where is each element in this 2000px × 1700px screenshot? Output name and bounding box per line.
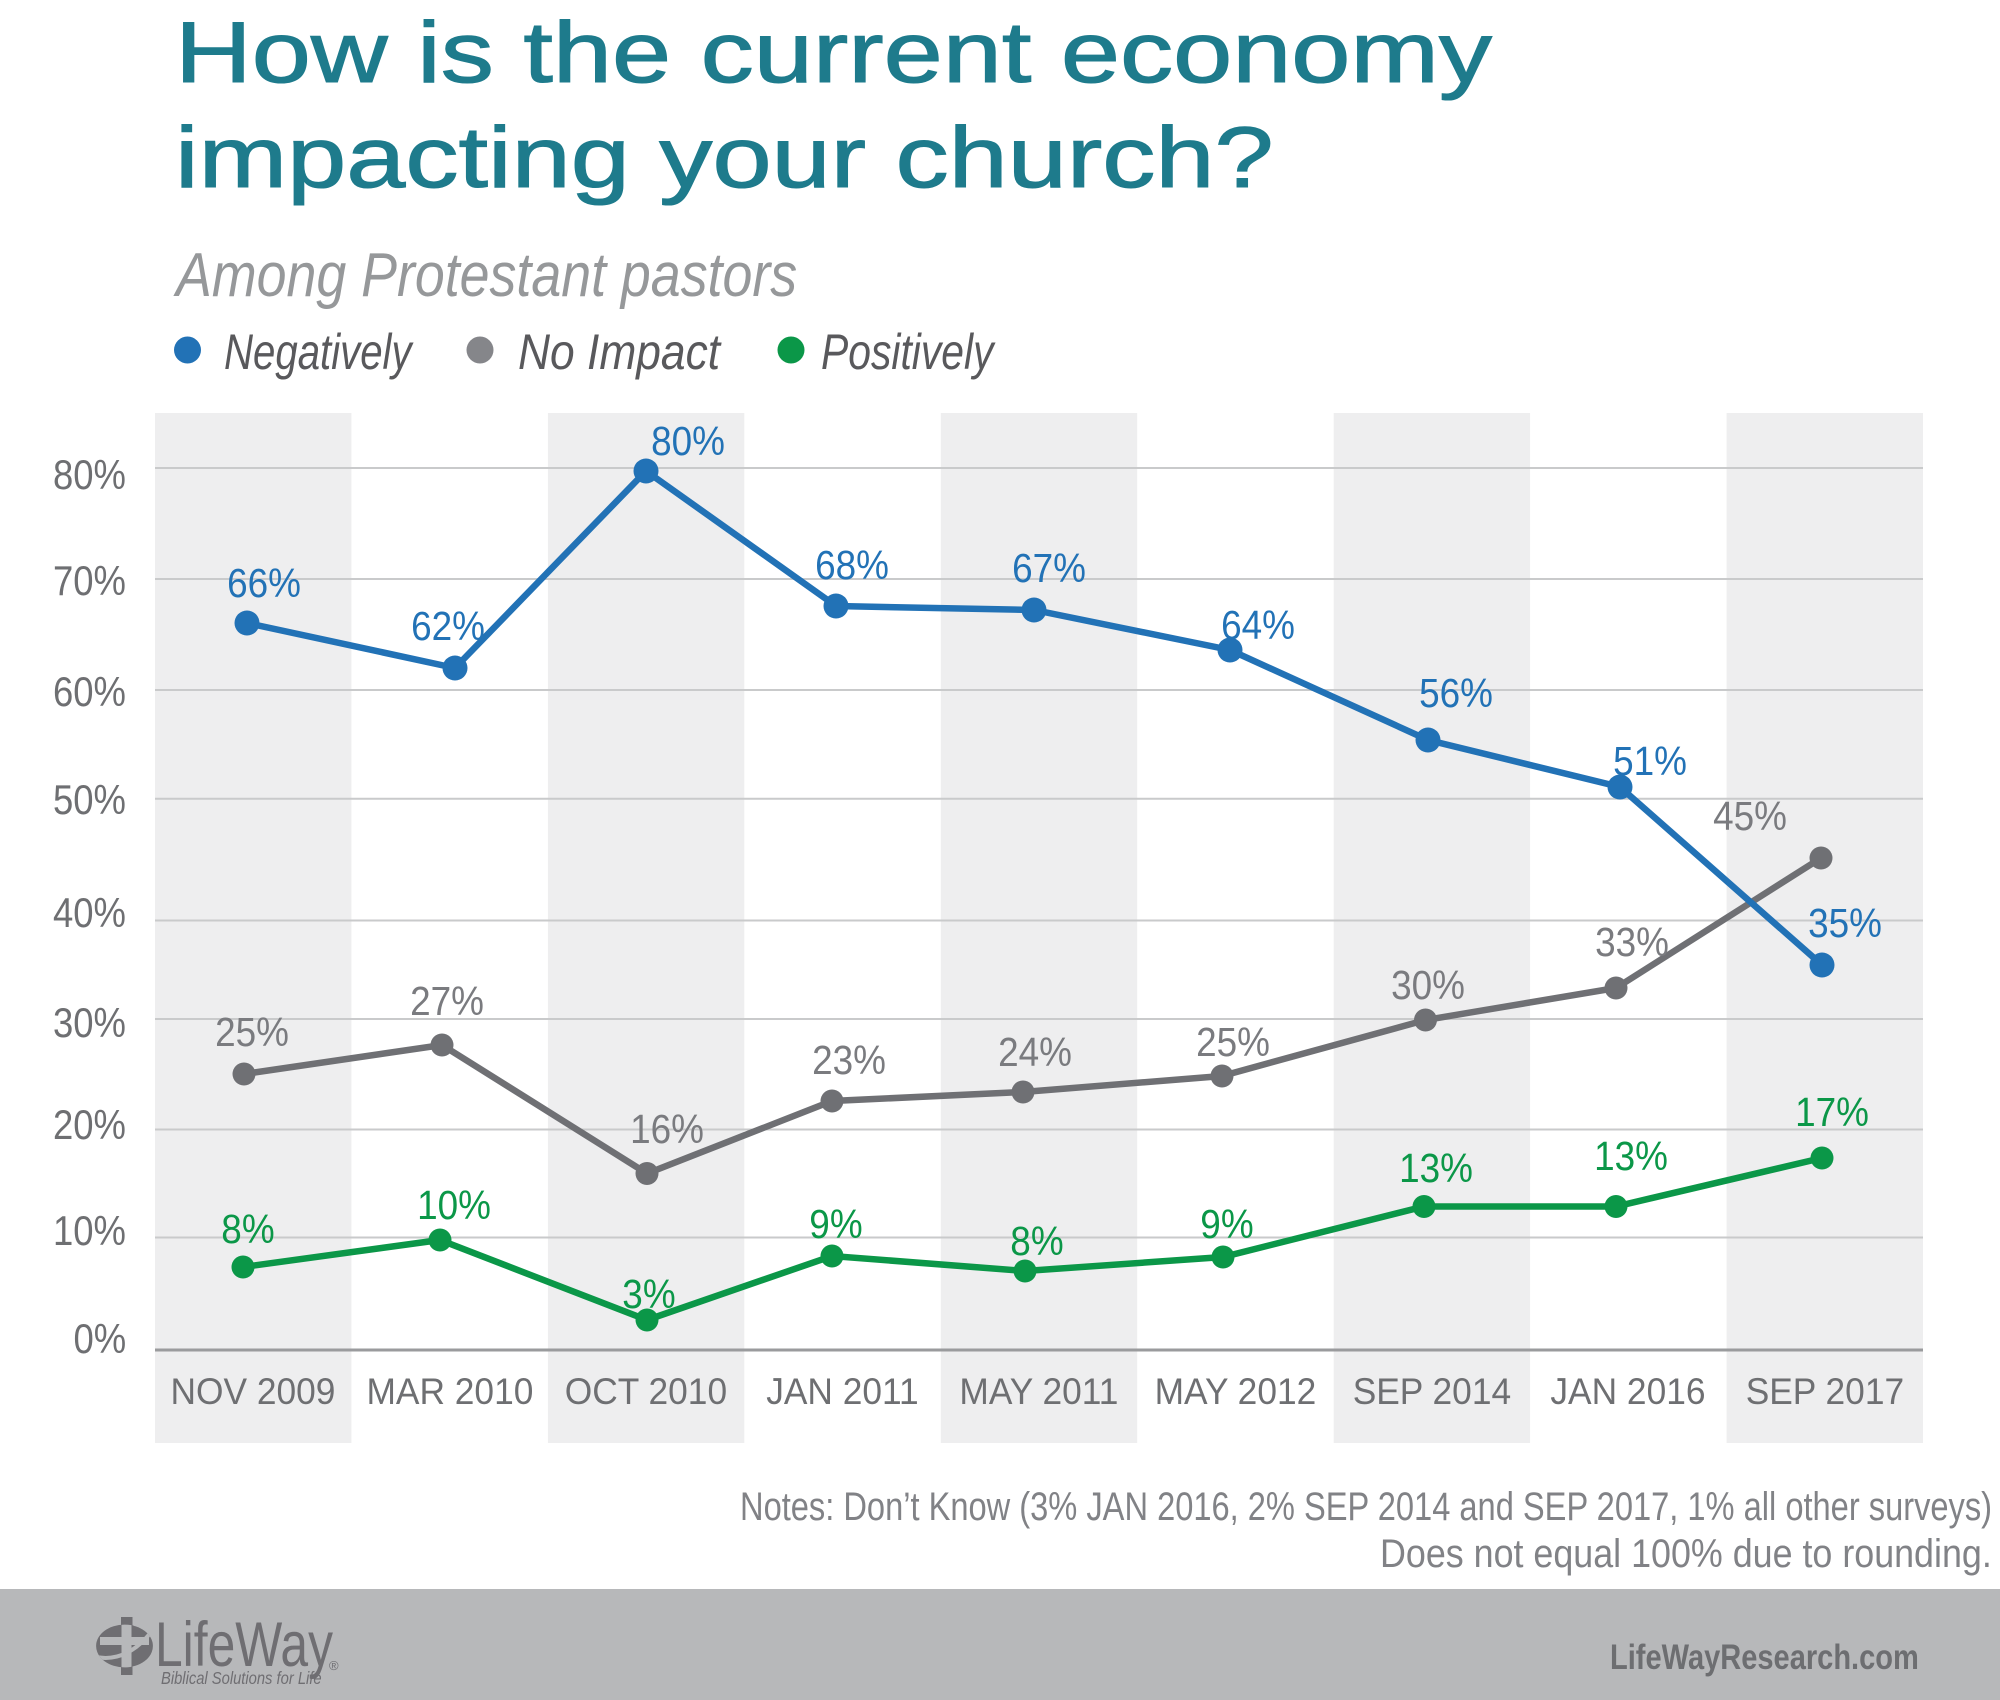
svg-text:9%: 9% xyxy=(809,1202,862,1247)
svg-text:Notes: Don’t Know (3% JAN 2016: Notes: Don’t Know (3% JAN 2016, 2% SEP 2… xyxy=(740,1484,1992,1529)
svg-text:LifeWayResearch.com: LifeWayResearch.com xyxy=(1610,1637,1919,1676)
svg-text:80%: 80% xyxy=(53,452,126,499)
svg-text:®: ® xyxy=(329,1658,339,1673)
svg-text:OCT 2010: OCT 2010 xyxy=(565,1370,727,1412)
svg-text:13%: 13% xyxy=(1399,1146,1473,1191)
svg-text:17%: 17% xyxy=(1795,1090,1869,1135)
svg-text:30%: 30% xyxy=(1391,963,1465,1008)
svg-text:MAR 2010: MAR 2010 xyxy=(367,1370,534,1412)
svg-text:NOV 2009: NOV 2009 xyxy=(171,1370,336,1412)
svg-text:MAY 2012: MAY 2012 xyxy=(1155,1370,1317,1412)
svg-text:20%: 20% xyxy=(53,1102,126,1149)
svg-text:24%: 24% xyxy=(998,1030,1072,1075)
svg-text:67%: 67% xyxy=(1012,546,1086,591)
svg-text:40%: 40% xyxy=(53,890,126,937)
svg-text:16%: 16% xyxy=(630,1107,704,1152)
svg-text:51%: 51% xyxy=(1613,739,1687,784)
svg-text:No Impact: No Impact xyxy=(518,325,722,381)
svg-text:62%: 62% xyxy=(411,604,485,649)
svg-text:64%: 64% xyxy=(1221,603,1295,648)
svg-text:66%: 66% xyxy=(227,561,301,606)
svg-text:JAN 2011: JAN 2011 xyxy=(766,1370,918,1412)
svg-text:25%: 25% xyxy=(215,1010,289,1055)
svg-text:SEP 2014: SEP 2014 xyxy=(1353,1370,1511,1412)
svg-text:23%: 23% xyxy=(812,1038,886,1083)
svg-text:56%: 56% xyxy=(1419,671,1493,716)
svg-text:SEP 2017: SEP 2017 xyxy=(1746,1370,1904,1412)
svg-text:LifeWay: LifeWay xyxy=(155,1609,333,1680)
svg-text:MAY 2011: MAY 2011 xyxy=(959,1370,1118,1412)
svg-text:Biblical Solutions for Life: Biblical Solutions for Life xyxy=(161,1669,322,1689)
svg-text:Negatively: Negatively xyxy=(224,324,414,380)
svg-text:0%: 0% xyxy=(74,1316,127,1363)
svg-text:80%: 80% xyxy=(651,419,725,464)
svg-text:70%: 70% xyxy=(53,558,126,605)
svg-text:50%: 50% xyxy=(53,777,126,824)
svg-text:35%: 35% xyxy=(1808,901,1882,946)
svg-text:8%: 8% xyxy=(221,1207,274,1252)
svg-text:9%: 9% xyxy=(1200,1202,1253,1247)
svg-text:How is the current economy: How is the current economy xyxy=(175,5,1493,101)
svg-text:60%: 60% xyxy=(53,669,126,716)
svg-text:10%: 10% xyxy=(53,1208,126,1255)
svg-text:33%: 33% xyxy=(1595,920,1669,965)
svg-text:8%: 8% xyxy=(1010,1219,1063,1264)
svg-text:3%: 3% xyxy=(622,1272,675,1317)
svg-text:27%: 27% xyxy=(410,979,484,1024)
svg-text:Does not equal 100% due to rou: Does not equal 100% due to rounding. xyxy=(1380,1532,1992,1576)
svg-text:68%: 68% xyxy=(815,543,889,588)
svg-text:30%: 30% xyxy=(53,1000,126,1047)
svg-text:Among Protestant pastors: Among Protestant pastors xyxy=(173,240,797,309)
svg-text:13%: 13% xyxy=(1594,1134,1668,1179)
svg-text:Positively: Positively xyxy=(821,324,996,380)
svg-text:10%: 10% xyxy=(417,1183,491,1228)
svg-text:impacting your church?: impacting your church? xyxy=(175,110,1274,206)
svg-text:JAN 2016: JAN 2016 xyxy=(1550,1370,1705,1412)
svg-text:25%: 25% xyxy=(1196,1020,1270,1065)
svg-text:45%: 45% xyxy=(1713,794,1787,839)
